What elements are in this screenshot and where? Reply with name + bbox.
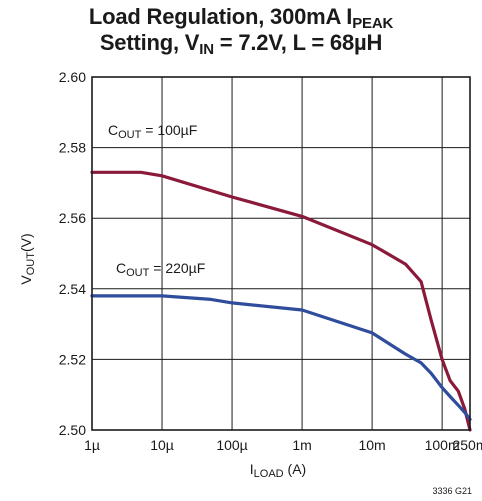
chart-title: Load Regulation, 300mA IPEAK Setting, VI… (0, 4, 482, 58)
y-tick-label: 2.60 (59, 69, 86, 85)
chart-title-line-2: Setting, VIN = 7.2V, L = 68µH (99, 30, 383, 58)
y-axis-label: VOUT(V) (18, 233, 37, 284)
x-tick-label: 10m (358, 437, 385, 453)
y-tick-label: 2.56 (59, 210, 86, 226)
y-tick-label: 2.52 (59, 351, 86, 367)
chart-title-line-1: Load Regulation, 300mA IPEAK (88, 4, 394, 32)
y-tick-labels: 2.50 2.52 2.54 2.56 2.58 2.60 (59, 69, 86, 438)
x-axis-label: ILOAD (A) (250, 461, 306, 480)
plot-frame (91, 76, 471, 431)
series-label-cout-100uF: COUT = 100µF (108, 122, 197, 141)
y-tick-label: 2.54 (59, 281, 86, 297)
x-tick-label: 100m (425, 437, 460, 453)
series-label-cout-220uF: COUT = 220µF (116, 260, 205, 279)
series-lines (90, 170, 472, 432)
series-line-cout-100uF (90, 170, 472, 432)
series-line-cout-220uF (90, 294, 472, 421)
y-tick-label: 2.50 (59, 422, 86, 438)
x-tick-label: 250m (452, 437, 482, 453)
x-tick-label: 100µ (216, 437, 247, 453)
x-tick-label: 1m (292, 437, 311, 453)
x-tick-label: 10µ (150, 437, 174, 453)
x-tick-label: 1µ (84, 437, 100, 453)
y-tick-label: 2.58 (59, 140, 86, 156)
grid (92, 77, 470, 430)
figure-number: 3336 G21 (432, 486, 472, 496)
